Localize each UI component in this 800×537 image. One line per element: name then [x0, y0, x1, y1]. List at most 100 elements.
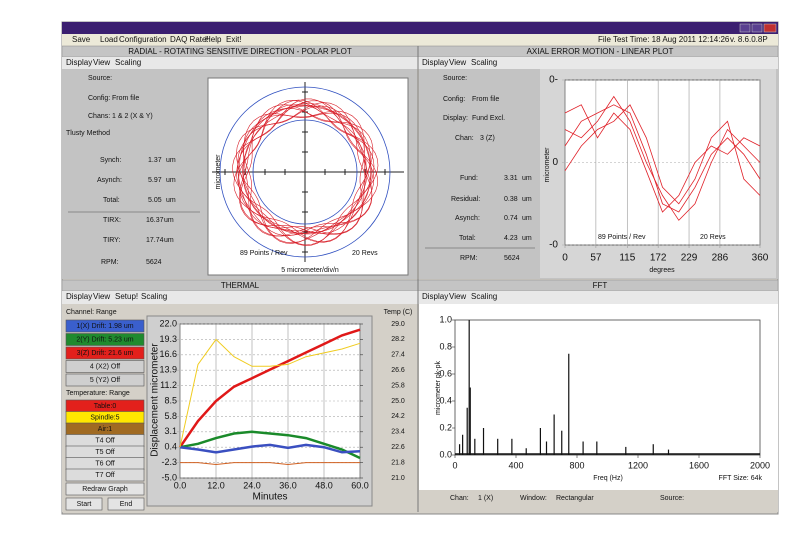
spectral-line	[667, 449, 670, 455]
panel-title: AXIAL ERROR MOTION - LINEAR PLOT	[527, 47, 674, 56]
maximize-button[interactable]	[751, 23, 763, 33]
y-tick-label: 11.2	[160, 380, 177, 390]
button-label[interactable]: T7 Off	[95, 472, 114, 479]
field-label: Total:	[459, 235, 476, 242]
field-label: Source:	[88, 75, 112, 82]
menu-item[interactable]: Save	[72, 35, 91, 44]
spectral-line	[561, 430, 563, 455]
button-label[interactable]: 5 (Y2) Off	[90, 377, 120, 384]
panel-title: RADIAL - ROTATING SENSITIVE DIRECTION - …	[128, 47, 352, 56]
field-value: 0.38	[504, 196, 518, 203]
field-label: RPM:	[460, 255, 478, 262]
button-label[interactable]: T5 Off	[95, 449, 114, 456]
minimize-button[interactable]	[739, 23, 751, 33]
button-label[interactable]: 2(Y) Drift: 5.23 um	[76, 336, 133, 343]
spectral-line	[545, 441, 548, 455]
button-label[interactable]: 4 (X2) Off	[90, 363, 120, 370]
menu-item[interactable]: Help	[205, 35, 222, 44]
button[interactable]	[65, 497, 103, 511]
x-tick-label: 0.0	[174, 480, 187, 490]
spectral-line	[625, 446, 627, 455]
field-value: 1 & 2 (X & Y)	[112, 113, 153, 120]
panel-menu-item[interactable]: Scaling	[471, 292, 497, 301]
y-tick-label: -5.0	[161, 472, 177, 482]
series-line	[180, 462, 360, 466]
y-tick-label: 16.6	[159, 349, 177, 359]
field-label: Window:	[520, 495, 547, 502]
panel-menu-item[interactable]: Scaling	[115, 58, 141, 67]
y2-tick-label: 25.0	[391, 398, 405, 405]
field-label: Config:	[88, 95, 110, 102]
spectral-line	[474, 438, 476, 455]
menu-item[interactable]: Exit!	[226, 35, 242, 44]
panel-menu-item[interactable]: View	[449, 58, 466, 67]
button-label[interactable]: 1(X) Drift: 1.98 um	[76, 323, 133, 330]
menu-item[interactable]: Configuration	[119, 35, 167, 44]
y-tick-label: 22.0	[159, 318, 177, 328]
y2-tick-label: 26.6	[391, 367, 405, 374]
spectral-line	[462, 434, 464, 455]
button[interactable]	[65, 373, 145, 387]
button-label[interactable]: Redraw Graph	[82, 486, 128, 493]
series-line	[179, 443, 361, 454]
button[interactable]	[65, 333, 145, 346]
spectral-line	[539, 428, 541, 455]
menu-item[interactable]: Load	[100, 35, 118, 44]
button[interactable]	[65, 482, 145, 496]
y2-tick-label: 24.2	[391, 413, 405, 420]
section-header: Channel: Range	[66, 309, 117, 316]
field-label: Total:	[103, 197, 120, 204]
panel-menu-item[interactable]: View	[93, 292, 110, 301]
spectral-line	[466, 407, 468, 455]
polar-trace	[238, 100, 373, 236]
panel-menu-item[interactable]: Display	[422, 292, 448, 301]
panel-title: FFT	[593, 281, 608, 290]
panel-menu-item[interactable]: View	[93, 58, 110, 67]
panel-menu-item[interactable]: Display	[422, 58, 448, 67]
button-label[interactable]: 3(Z) Drift: 21.6 um	[77, 350, 134, 357]
panel-menu-item[interactable]: View	[449, 292, 466, 301]
button[interactable]	[65, 468, 145, 482]
y-tick-label: 1.0	[439, 314, 452, 324]
button-label[interactable]: T4 Off	[95, 437, 114, 444]
menu-item[interactable]: DAQ Rate!	[170, 35, 209, 44]
button[interactable]	[107, 497, 145, 511]
plot-note: 20 Revs	[352, 250, 378, 257]
version: v. 8.6.0.8P	[730, 35, 768, 44]
x-tick-label: 48.0	[315, 480, 333, 490]
limit-circle	[252, 119, 358, 225]
button[interactable]	[65, 319, 145, 333]
x-tick-label: 172	[650, 253, 667, 264]
button-label[interactable]: Air:1	[98, 426, 113, 433]
section-header: Temperature: Range	[66, 390, 130, 397]
y-tick-label: -2.3	[161, 457, 177, 467]
panel-menu-item[interactable]: Setup!	[115, 292, 138, 301]
button-label[interactable]: Start	[77, 501, 92, 508]
field-label: Synch:	[100, 157, 121, 164]
y-tick-label: 5.8	[164, 411, 177, 421]
y-tick-label: 0	[552, 157, 558, 168]
field-unit: um	[522, 175, 532, 182]
field-label: Residual:	[451, 196, 480, 203]
button[interactable]	[65, 346, 145, 360]
y-tick-label: 3.1	[164, 426, 177, 436]
close-button[interactable]	[763, 23, 777, 33]
panel-menu-item[interactable]: Display	[66, 58, 92, 67]
button[interactable]	[65, 360, 145, 373]
panel-menu-item[interactable]: Scaling	[471, 58, 497, 67]
field-unit: um	[522, 196, 532, 203]
button-label[interactable]: Table:0	[94, 403, 117, 410]
spectral-line	[568, 353, 570, 455]
polar-trace	[238, 102, 368, 243]
panel-menu-item[interactable]: Display	[66, 292, 92, 301]
panel-menu-item[interactable]: Scaling	[141, 292, 167, 301]
axis-label: micrometer pk-pk	[435, 360, 442, 415]
x-tick-label: 800	[569, 460, 584, 470]
x-tick-label: 0	[452, 460, 457, 470]
field-label: Config:	[443, 96, 465, 103]
x-tick-label: 115	[619, 253, 635, 264]
button-label[interactable]: End	[120, 501, 133, 508]
button-label[interactable]: Spindle:5	[90, 414, 119, 421]
button-label[interactable]: T6 Off	[95, 460, 114, 467]
